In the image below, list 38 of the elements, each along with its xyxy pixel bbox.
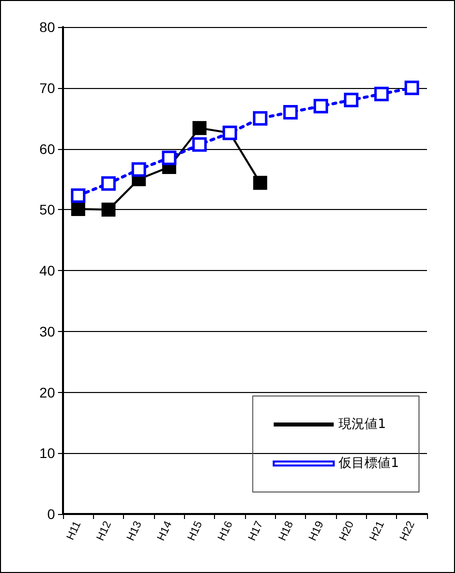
point xyxy=(374,86,389,102)
point xyxy=(253,176,268,190)
y-tick-label: 80 xyxy=(39,19,56,35)
x-tick-label: H22 xyxy=(398,519,418,543)
y-tick-label: 0 xyxy=(47,506,56,522)
x-tick-label: H12 xyxy=(94,519,114,543)
x-tick-label: H11 xyxy=(64,519,84,542)
legend-label: 仮目標値1 xyxy=(338,456,400,471)
x-tick-label: H17 xyxy=(246,519,266,543)
y-tick-label: 30 xyxy=(39,323,56,340)
x-tick-label: H21 xyxy=(368,519,387,543)
x-tick-label: H16 xyxy=(216,519,236,543)
point xyxy=(252,111,268,126)
y-tick-label: 20 xyxy=(39,384,56,400)
x-tick-label: H19 xyxy=(306,519,326,543)
point xyxy=(192,137,207,152)
x-tick-label: H18 xyxy=(276,519,296,543)
y-tick-label: 10 xyxy=(39,445,56,462)
y-tick-label: 60 xyxy=(39,140,56,157)
point xyxy=(344,92,358,108)
point xyxy=(71,202,86,216)
x-tick-label: H15 xyxy=(186,519,205,543)
point xyxy=(132,162,146,177)
y-tick-label: 50 xyxy=(39,202,56,218)
point xyxy=(102,202,116,217)
point xyxy=(192,121,206,136)
point xyxy=(101,176,116,191)
point xyxy=(283,104,298,120)
point xyxy=(404,80,420,96)
point xyxy=(162,150,176,166)
point xyxy=(70,188,86,203)
x-tick-label: H20 xyxy=(337,519,357,543)
y-tick-label: 40 xyxy=(39,262,56,278)
x-tick-label: H13 xyxy=(124,519,144,543)
point xyxy=(314,98,328,114)
legend-label: 現況値1 xyxy=(338,417,386,432)
x-tick-label: H14 xyxy=(155,519,175,543)
y-tick-label: 70 xyxy=(39,80,56,96)
